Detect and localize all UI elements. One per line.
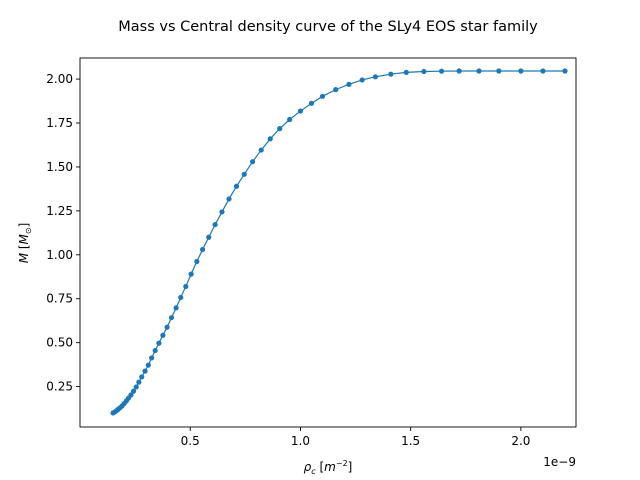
data-point xyxy=(319,93,326,99)
data-point xyxy=(372,74,378,80)
data-point xyxy=(149,355,155,361)
data-point xyxy=(136,379,142,385)
data-point xyxy=(333,87,339,93)
y-tick-label: 0.50 xyxy=(46,336,73,350)
data-point xyxy=(456,68,462,74)
data-point xyxy=(133,384,139,390)
y-tick-label: 1.25 xyxy=(46,204,73,218)
plot-area xyxy=(110,68,568,416)
y-axis-label: M [M⊙] xyxy=(17,223,33,264)
data-point xyxy=(496,68,502,74)
data-point xyxy=(173,305,179,311)
x-offset-label: 1e−9 xyxy=(543,455,576,469)
data-point xyxy=(194,258,200,265)
x-tick-label: 2.0 xyxy=(511,434,530,448)
data-point xyxy=(277,126,283,132)
data-point xyxy=(142,368,148,374)
data-point xyxy=(308,100,315,106)
data-point xyxy=(562,68,568,74)
data-point xyxy=(297,108,304,114)
data-point xyxy=(346,81,352,87)
series-line xyxy=(112,70,565,414)
data-point xyxy=(152,347,158,354)
data-point xyxy=(403,69,409,76)
data-point xyxy=(130,388,137,394)
y-tick-label: 1.00 xyxy=(46,248,73,262)
data-point xyxy=(164,324,170,330)
data-point xyxy=(250,159,256,165)
data-point xyxy=(145,362,151,368)
y-tick-label: 1.75 xyxy=(46,116,73,130)
data-point xyxy=(156,340,162,346)
chart-title: Mass vs Central density curve of the SLy… xyxy=(118,19,538,35)
data-point xyxy=(212,221,218,228)
y-tick-label: 0.25 xyxy=(46,380,73,394)
data-point xyxy=(540,68,546,74)
data-point xyxy=(388,71,394,77)
y-tick-label: 1.50 xyxy=(46,160,73,174)
data-point xyxy=(518,68,524,74)
data-point xyxy=(438,68,445,74)
data-point xyxy=(188,271,194,277)
data-point xyxy=(226,196,232,202)
data-point xyxy=(241,171,247,177)
data-point xyxy=(206,234,212,240)
data-point xyxy=(139,374,145,380)
data-point xyxy=(233,183,240,189)
axes: 0.5 1.0 1.5 2.0 0.25 0.50 0.75 1.00 1.25 1.50 1.75… xyxy=(46,57,577,448)
data-point xyxy=(168,315,175,321)
data-point xyxy=(258,147,264,153)
x-tick-label: 1.0 xyxy=(291,434,310,448)
data-point xyxy=(267,136,273,142)
data-point xyxy=(476,68,482,74)
data-point xyxy=(178,294,184,301)
y-tick-label: 2.00 xyxy=(46,72,73,86)
axes-frame xyxy=(79,57,577,428)
data-point xyxy=(421,68,427,75)
x-tick-label: 1.5 xyxy=(401,434,420,448)
data-point xyxy=(287,116,293,123)
data-point xyxy=(219,209,225,215)
data-point xyxy=(128,392,134,398)
data-point xyxy=(183,283,189,290)
data-point xyxy=(160,332,166,338)
y-tick-label: 0.75 xyxy=(46,292,73,306)
data-point xyxy=(199,246,206,253)
x-axis-label: ρc [m−2] xyxy=(304,459,353,476)
data-point xyxy=(359,77,365,83)
x-tick-label: 0.5 xyxy=(181,434,200,448)
